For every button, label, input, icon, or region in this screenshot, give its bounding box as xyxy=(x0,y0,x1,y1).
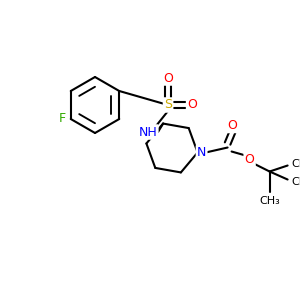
Text: CH₃: CH₃ xyxy=(292,176,300,187)
Text: S: S xyxy=(164,98,172,112)
Text: O: O xyxy=(187,98,197,112)
Text: CH₃: CH₃ xyxy=(292,158,300,169)
Text: O: O xyxy=(245,153,254,166)
Text: NH: NH xyxy=(139,125,158,139)
Text: CH₃: CH₃ xyxy=(259,196,280,206)
Text: O: O xyxy=(228,119,238,132)
Text: O: O xyxy=(163,71,173,85)
Text: F: F xyxy=(59,112,66,125)
Text: N: N xyxy=(197,146,206,159)
